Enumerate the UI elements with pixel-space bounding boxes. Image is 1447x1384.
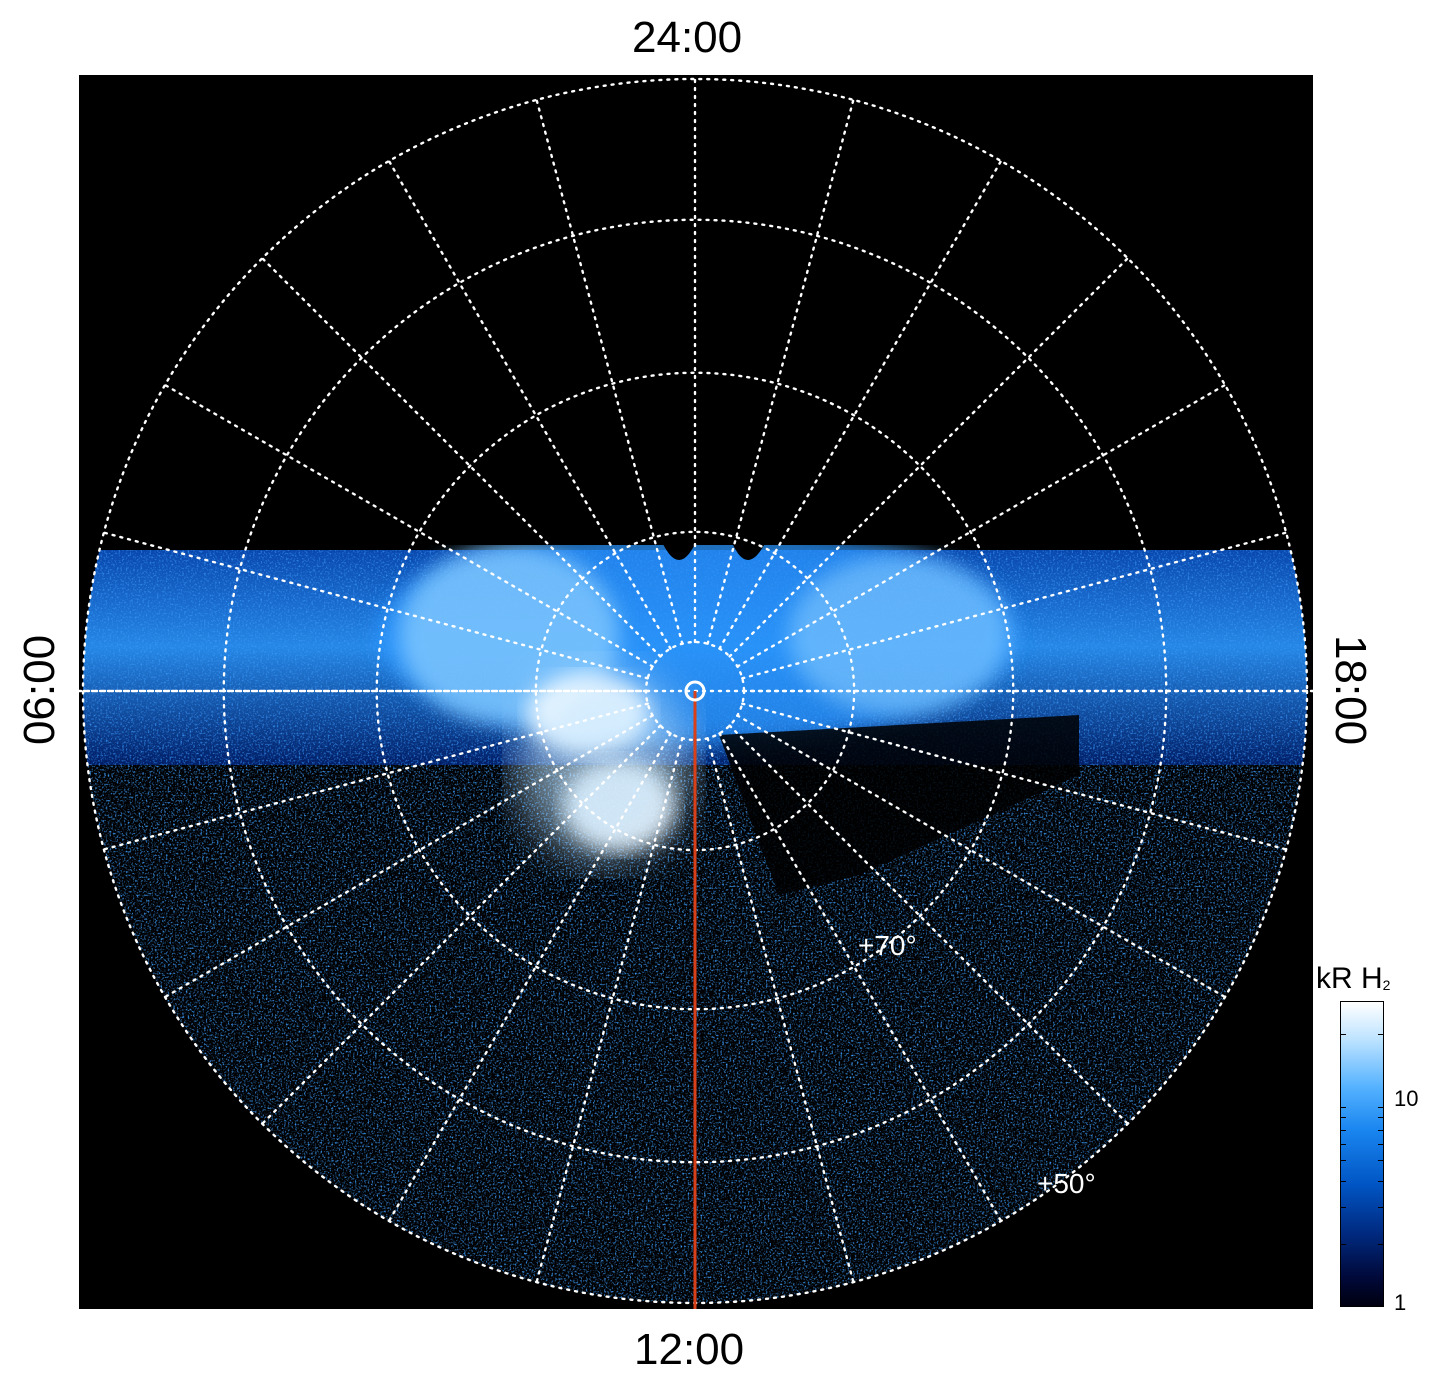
meridian-line bbox=[728, 724, 1129, 1125]
colorbar-minor-tick bbox=[1378, 1106, 1384, 1108]
colorbar-minor-tick bbox=[1378, 1033, 1384, 1035]
colorbar-minor-tick bbox=[1340, 1160, 1346, 1162]
meridian-line bbox=[741, 531, 1288, 680]
colorbar-minor-tick bbox=[1340, 1206, 1346, 1208]
auroral-image-svg bbox=[79, 77, 1313, 1309]
meridian-line bbox=[387, 732, 672, 1223]
colorbar-minor-tick bbox=[1340, 1143, 1346, 1145]
colorbar-minor-tick bbox=[1340, 1129, 1346, 1131]
latitude-label-70: +70° bbox=[858, 930, 917, 961]
meridian-line bbox=[261, 257, 662, 658]
meridian-line bbox=[718, 159, 1003, 650]
meridian-line bbox=[736, 383, 1227, 668]
time-label-18: 18:00 bbox=[1326, 634, 1375, 746]
meridian-line bbox=[736, 714, 1227, 999]
meridian-line bbox=[163, 714, 654, 999]
colorbar-unit-subscript: 2 bbox=[1382, 977, 1391, 993]
colorbar-minor-tick bbox=[1340, 1106, 1346, 1108]
colorbar-tick-10: 10 bbox=[1394, 1086, 1419, 1111]
colorbar-minor-tick bbox=[1340, 1117, 1346, 1119]
meridian-line bbox=[535, 737, 684, 1284]
meridian-line bbox=[706, 737, 855, 1284]
colorbar-minor-tick bbox=[1340, 1180, 1346, 1182]
colorbar-unit: kR H bbox=[1316, 962, 1383, 995]
meridian-line bbox=[102, 531, 649, 680]
colorbar-minor-tick bbox=[1378, 1180, 1384, 1182]
latitude-label-50: +50° bbox=[1037, 1168, 1096, 1199]
colorbar-minor-tick bbox=[1378, 1206, 1384, 1208]
colorbar-tick-1: 1 bbox=[1394, 1290, 1407, 1315]
colorbar-minor-tick bbox=[1378, 1129, 1384, 1131]
time-label-06: 06:00 bbox=[15, 634, 64, 746]
meridian-line bbox=[741, 702, 1288, 851]
meridian-line bbox=[102, 702, 649, 851]
polar-auroral-map bbox=[79, 75, 1313, 1309]
meridian-line bbox=[535, 98, 684, 645]
colorbar-minor-tick bbox=[1340, 1033, 1346, 1035]
meridian-line bbox=[718, 732, 1003, 1223]
colorbar-minor-tick bbox=[1378, 1117, 1384, 1119]
colorbar-title: kR H2 bbox=[1316, 962, 1390, 996]
colorbar-minor-tick bbox=[1378, 1160, 1384, 1162]
colorbar bbox=[1340, 1001, 1384, 1307]
colorbar-minor-tick bbox=[1378, 1243, 1384, 1245]
meridian-line bbox=[163, 383, 654, 668]
meridian-line bbox=[706, 98, 855, 645]
colorbar-minor-tick bbox=[1378, 1143, 1384, 1145]
pole-marker bbox=[684, 680, 706, 702]
meridian-line bbox=[261, 724, 662, 1125]
time-label-24: 24:00 bbox=[632, 13, 743, 62]
meridian-line bbox=[728, 257, 1129, 658]
meridian-line bbox=[387, 159, 672, 650]
colorbar-minor-tick bbox=[1340, 1243, 1346, 1245]
time-label-12: 12:00 bbox=[634, 1325, 745, 1374]
